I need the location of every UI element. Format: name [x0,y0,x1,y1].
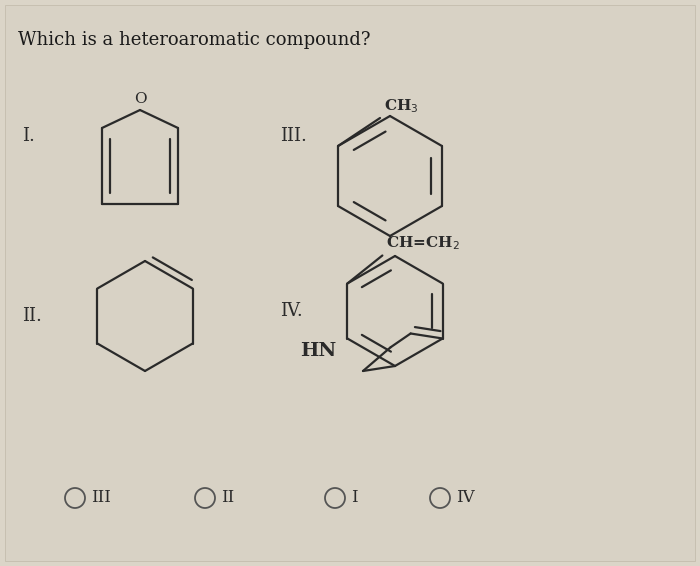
Text: I: I [351,490,358,507]
Text: II: II [221,490,234,507]
Text: III.: III. [280,127,307,145]
Text: II.: II. [22,307,42,325]
Text: I.: I. [22,127,35,145]
Text: HN: HN [300,342,336,360]
Text: Which is a heteroaromatic compound?: Which is a heteroaromatic compound? [18,31,370,49]
Text: O: O [134,92,146,106]
Text: CH=CH$_2$: CH=CH$_2$ [386,234,460,251]
Text: III: III [91,490,111,507]
Text: IV.: IV. [280,302,302,320]
Text: IV: IV [456,490,475,507]
FancyBboxPatch shape [5,5,695,561]
Text: CH$_3$: CH$_3$ [384,97,419,115]
